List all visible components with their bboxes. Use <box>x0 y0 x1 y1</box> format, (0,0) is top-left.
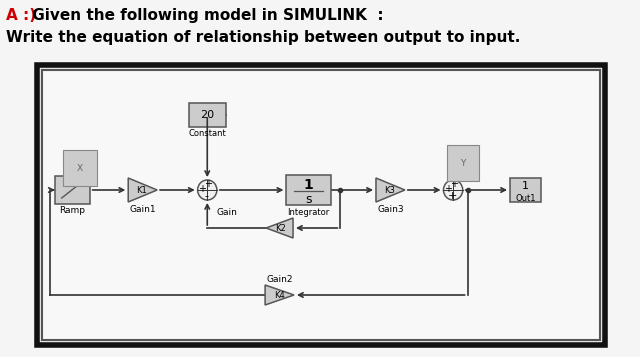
Text: +: + <box>204 179 212 189</box>
Text: K2: K2 <box>275 223 286 232</box>
Polygon shape <box>265 285 294 305</box>
Text: 1: 1 <box>522 181 529 191</box>
Bar <box>36 65 605 345</box>
Text: 20: 20 <box>200 110 214 120</box>
Circle shape <box>444 180 463 200</box>
Bar <box>55 176 90 204</box>
Text: -: - <box>204 191 208 201</box>
Bar <box>286 175 331 205</box>
Text: K4: K4 <box>274 291 285 300</box>
Text: +: + <box>444 184 452 194</box>
Text: Gain3: Gain3 <box>377 205 404 213</box>
Text: K1: K1 <box>136 186 147 195</box>
Text: Given the following model in SIMULINK  :: Given the following model in SIMULINK : <box>27 8 383 23</box>
Text: +: + <box>450 179 458 189</box>
Text: K3: K3 <box>384 186 395 195</box>
Text: s: s <box>305 192 312 206</box>
Text: +: + <box>198 184 207 194</box>
Text: Constant: Constant <box>188 129 226 137</box>
Circle shape <box>198 180 217 200</box>
Polygon shape <box>376 178 405 202</box>
Text: Y: Y <box>460 159 465 167</box>
Text: 1: 1 <box>303 178 314 192</box>
Text: +: + <box>447 191 457 201</box>
Polygon shape <box>266 218 293 238</box>
Bar <box>510 178 541 202</box>
Text: Gain: Gain <box>216 207 237 216</box>
Text: X: X <box>77 164 83 172</box>
Text: A :): A :) <box>6 8 36 23</box>
Bar <box>42 70 600 340</box>
Text: Integrator: Integrator <box>287 207 330 216</box>
Text: Ramp: Ramp <box>60 206 85 215</box>
Text: Gain2: Gain2 <box>266 275 293 283</box>
Polygon shape <box>128 178 157 202</box>
Bar <box>189 103 225 127</box>
Text: Gain1: Gain1 <box>129 205 156 213</box>
Text: Out1: Out1 <box>515 193 536 202</box>
Text: Write the equation of relationship between output to input.: Write the equation of relationship betwe… <box>6 30 520 45</box>
